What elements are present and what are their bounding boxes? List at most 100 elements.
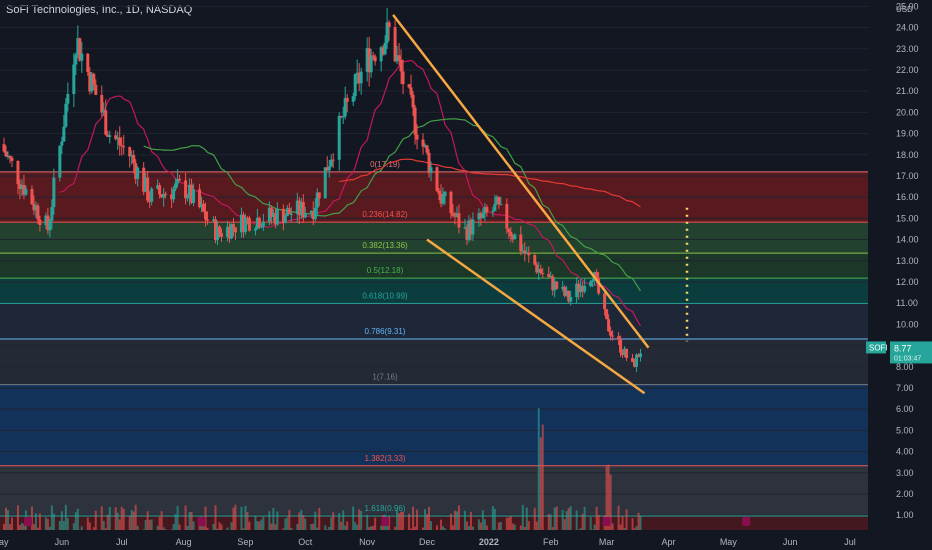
- candle-body: [108, 135, 112, 137]
- price-unit-label: USD: [896, 5, 913, 14]
- earnings-marker: [23, 517, 32, 526]
- candle-body: [200, 203, 204, 208]
- candle-body: [30, 188, 34, 205]
- candle-body: [369, 55, 373, 73]
- candle-body: [170, 194, 174, 200]
- time-tick-label: Nov: [359, 537, 376, 547]
- candle-body: [184, 180, 188, 199]
- volume-bar: [491, 506, 494, 530]
- volume-bar: [298, 512, 301, 530]
- candle-body: [247, 218, 251, 231]
- candle-body: [453, 215, 457, 217]
- candle-body: [88, 72, 92, 92]
- volume-bar: [226, 527, 229, 530]
- volume-bar: [282, 528, 285, 530]
- candle-body: [295, 200, 299, 215]
- candle-body: [118, 137, 122, 146]
- volume-bar: [455, 511, 458, 530]
- candle-body: [625, 348, 629, 358]
- candle-body: [212, 219, 216, 221]
- price-tick-label: 3.00: [896, 468, 914, 478]
- volume-bar: [318, 507, 321, 530]
- candle-body: [114, 135, 118, 140]
- candle-body: [491, 210, 495, 213]
- candle-body: [92, 73, 96, 85]
- price-tick-label: 25.00: [896, 1, 919, 11]
- volume-bar: [38, 513, 41, 530]
- candle-body: [467, 220, 471, 240]
- candle-body: [313, 207, 317, 220]
- candle-body: [423, 145, 427, 147]
- candle-body: [273, 213, 277, 225]
- volume-bar: [523, 527, 526, 530]
- candle-body: [367, 48, 371, 73]
- time-tick-label: May: [0, 537, 9, 547]
- candle-body: [289, 214, 293, 216]
- candle-body: [439, 193, 443, 204]
- candle-body: [485, 206, 489, 213]
- volume-bar: [2, 523, 5, 530]
- candle-body: [259, 226, 263, 228]
- price-tick-label: 4.00: [896, 447, 914, 457]
- candle-body: [46, 215, 50, 231]
- candle-body: [52, 177, 56, 208]
- time-axis-bg: [0, 530, 932, 550]
- time-tick-label: Aug: [176, 537, 192, 547]
- volume-bar: [380, 525, 383, 530]
- candle-body: [156, 185, 160, 189]
- volume-bar: [621, 516, 624, 530]
- candle-body: [525, 252, 529, 254]
- candle-body: [483, 206, 487, 214]
- fib-label: 1.618(0.96): [365, 504, 406, 513]
- volume-bar: [192, 521, 195, 530]
- volume-bar: [635, 526, 638, 530]
- time-tick-label: Oct: [298, 537, 313, 547]
- candle-body: [150, 188, 154, 202]
- candle-body: [190, 184, 194, 203]
- time-tick-label: Jun: [55, 537, 70, 547]
- price-tick-label: 6.00: [896, 404, 914, 414]
- candle-body: [427, 152, 431, 173]
- volume-bar: [302, 514, 305, 530]
- candle-body: [409, 87, 413, 95]
- candle-body: [134, 163, 138, 180]
- volume-bar: [162, 527, 165, 530]
- volume-bar: [92, 527, 95, 530]
- candle-body: [122, 146, 126, 148]
- candle-body: [553, 281, 557, 291]
- volume-bar: [268, 511, 271, 530]
- volume-bar: [58, 520, 61, 530]
- candle-body: [74, 54, 78, 65]
- volume-bar: [565, 510, 568, 530]
- volume-bar: [148, 519, 151, 530]
- candle-body: [309, 210, 313, 214]
- candle-body: [495, 196, 499, 204]
- volume-bar: [242, 528, 245, 530]
- volume-bar: [80, 526, 83, 530]
- price-tick-label: 17.00: [896, 171, 919, 181]
- volume-bar: [316, 527, 319, 530]
- candle-body: [38, 219, 42, 226]
- volume-bar: [525, 507, 528, 530]
- volume-bar: [617, 505, 620, 530]
- candle-body: [619, 339, 623, 353]
- candle-body: [499, 204, 503, 206]
- candle-body: [407, 84, 411, 88]
- candle-body: [457, 213, 461, 228]
- volume-bar: [178, 524, 181, 530]
- candle-body: [331, 159, 335, 161]
- volume-bar: [354, 521, 357, 530]
- volume-bar: [66, 518, 69, 530]
- candle-body: [44, 215, 48, 226]
- candle-body: [120, 145, 124, 147]
- volume-bar: [230, 522, 233, 530]
- candle-body: [58, 145, 62, 178]
- candle-body: [607, 319, 611, 332]
- candle-body: [301, 201, 305, 218]
- candle-body: [128, 147, 132, 157]
- volume-bar: [296, 524, 299, 530]
- volume-bar: [340, 521, 343, 530]
- volume-bar: [469, 511, 472, 530]
- fib-zone: [0, 384, 868, 466]
